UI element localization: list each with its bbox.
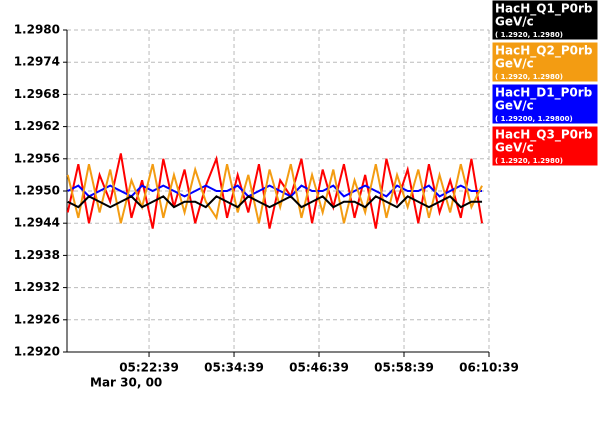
legend-name: HacH_Q3_P0rb bbox=[495, 128, 593, 143]
x-tick-label: 05:22:39 bbox=[119, 361, 179, 375]
y-tick-label: 1.2938 bbox=[14, 248, 60, 262]
series-line bbox=[67, 195, 483, 209]
legend-name: HacH_Q2_P0rb bbox=[495, 44, 593, 59]
y-tick-label: 1.2950 bbox=[14, 184, 60, 198]
legend-unit: GeV/c bbox=[495, 57, 534, 71]
legend-unit: GeV/c bbox=[495, 15, 534, 29]
y-tick-label: 1.2956 bbox=[14, 151, 60, 165]
y-tick-label: 1.2932 bbox=[14, 280, 60, 294]
y-tick-label: 1.2968 bbox=[14, 87, 60, 101]
y-tick-label: 1.2980 bbox=[14, 23, 60, 37]
y-tick-label: 1.2974 bbox=[14, 55, 60, 69]
legend-box bbox=[491, 83, 598, 125]
legend-name: HacH_D1_P0rb bbox=[495, 86, 593, 101]
legend-unit: GeV/c bbox=[495, 141, 534, 155]
legend-box bbox=[491, 125, 598, 167]
x-axis-label: Mar 30, 00 bbox=[90, 376, 162, 390]
legend-box bbox=[491, 41, 598, 83]
series-line bbox=[66, 163, 483, 224]
legend-range: ( 1.29200, 1.29800) bbox=[495, 115, 573, 123]
x-tick-label: 05:58:39 bbox=[374, 361, 434, 375]
x-tick-label: 06:10:39 bbox=[459, 361, 519, 375]
legend-box bbox=[491, 0, 598, 41]
legend-range: ( 1.2920, 1.2980) bbox=[495, 73, 563, 81]
x-tick-label: 05:46:39 bbox=[289, 361, 349, 375]
legend-name: HacH_Q1_P0rb bbox=[495, 2, 593, 17]
legend-range: ( 1.2920, 1.2980) bbox=[495, 31, 563, 39]
x-tick-label: 05:34:39 bbox=[204, 361, 264, 375]
y-tick-label: 1.2944 bbox=[14, 216, 60, 230]
y-tick-label: 1.2962 bbox=[14, 119, 60, 133]
legend-unit: GeV/c bbox=[495, 99, 534, 113]
y-tick-label: 1.2926 bbox=[14, 312, 60, 326]
legend-range: ( 1.2920, 1.2980) bbox=[495, 157, 563, 165]
y-tick-label: 1.2920 bbox=[14, 345, 60, 359]
